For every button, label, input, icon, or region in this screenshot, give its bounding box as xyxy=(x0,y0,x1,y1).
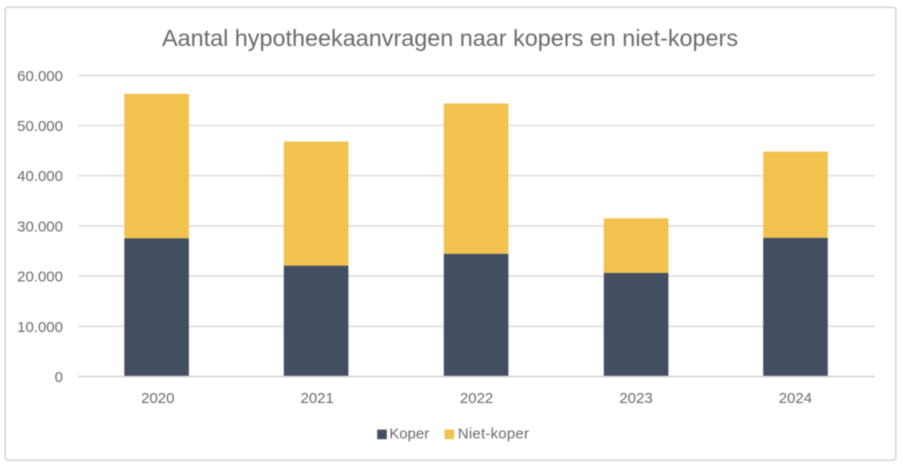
svg-text:10.000: 10.000 xyxy=(17,319,63,336)
svg-text:2023: 2023 xyxy=(619,390,652,407)
svg-text:2020: 2020 xyxy=(141,390,174,407)
svg-text:Aantal hypotheekaanvragen naar: Aantal hypotheekaanvragen naar kopers en… xyxy=(162,25,738,51)
svg-text:60.000: 60.000 xyxy=(17,68,63,85)
svg-text:2024: 2024 xyxy=(779,390,812,407)
svg-text:40.000: 40.000 xyxy=(17,168,63,185)
svg-text:30.000: 30.000 xyxy=(17,218,63,235)
svg-text:50.000: 50.000 xyxy=(17,118,63,135)
svg-text:Niet-koper: Niet-koper xyxy=(458,425,529,442)
svg-text:Koper: Koper xyxy=(389,425,429,442)
svg-text:20.000: 20.000 xyxy=(17,269,63,286)
svg-text:0: 0 xyxy=(55,369,63,386)
svg-text:2022: 2022 xyxy=(460,390,493,407)
svg-text:2021: 2021 xyxy=(301,390,334,407)
